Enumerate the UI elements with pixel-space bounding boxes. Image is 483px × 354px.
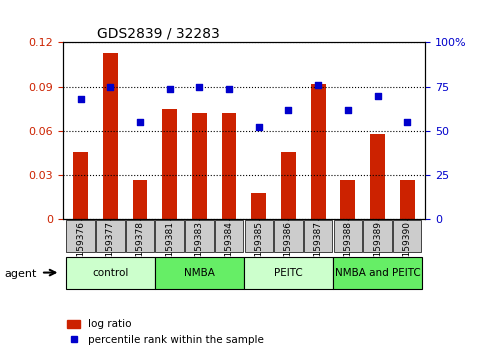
Text: GDS2839 / 32283: GDS2839 / 32283 [97,27,219,41]
FancyBboxPatch shape [155,257,244,289]
FancyBboxPatch shape [393,220,422,252]
FancyBboxPatch shape [185,220,213,252]
FancyBboxPatch shape [215,220,243,252]
Text: GSM159377: GSM159377 [106,221,115,276]
FancyBboxPatch shape [156,220,184,252]
FancyBboxPatch shape [274,220,303,252]
Point [344,107,352,113]
Point [284,107,292,113]
Bar [192,113,207,219]
FancyBboxPatch shape [304,220,332,252]
Bar [311,84,326,219]
Text: GSM159383: GSM159383 [195,221,204,276]
Text: control: control [92,268,128,278]
Point [106,84,114,90]
Bar [281,152,296,219]
Point [136,119,144,125]
FancyBboxPatch shape [363,220,392,252]
FancyBboxPatch shape [334,220,362,252]
Bar [103,53,118,219]
Text: GSM159384: GSM159384 [225,221,234,276]
FancyBboxPatch shape [244,220,273,252]
Text: GSM159386: GSM159386 [284,221,293,276]
Text: GSM159387: GSM159387 [313,221,323,276]
Text: agent: agent [5,269,37,279]
Point [77,96,85,102]
Text: GSM159376: GSM159376 [76,221,85,276]
Bar [73,152,88,219]
Point [225,86,233,91]
Bar [400,180,414,219]
FancyBboxPatch shape [126,220,154,252]
Point [196,84,203,90]
Bar [162,109,177,219]
Text: PEITC: PEITC [274,268,303,278]
FancyBboxPatch shape [66,220,95,252]
Text: GSM159378: GSM159378 [136,221,144,276]
Text: GSM159385: GSM159385 [254,221,263,276]
Bar [341,180,355,219]
Point [314,82,322,88]
FancyBboxPatch shape [244,257,333,289]
Bar [251,193,266,219]
Text: NMBA and PEITC: NMBA and PEITC [335,268,420,278]
Bar [132,180,147,219]
Point [374,93,382,98]
Text: GSM159390: GSM159390 [403,221,412,276]
Point [166,86,173,91]
Legend: log ratio, percentile rank within the sample: log ratio, percentile rank within the sa… [63,315,268,349]
Text: NMBA: NMBA [184,268,215,278]
Bar [222,113,237,219]
Point [255,125,263,130]
Bar [370,134,385,219]
FancyBboxPatch shape [66,257,155,289]
Text: GSM159388: GSM159388 [343,221,352,276]
FancyBboxPatch shape [96,220,125,252]
FancyBboxPatch shape [333,257,422,289]
Text: GSM159389: GSM159389 [373,221,382,276]
Text: GSM159381: GSM159381 [165,221,174,276]
Point [403,119,411,125]
